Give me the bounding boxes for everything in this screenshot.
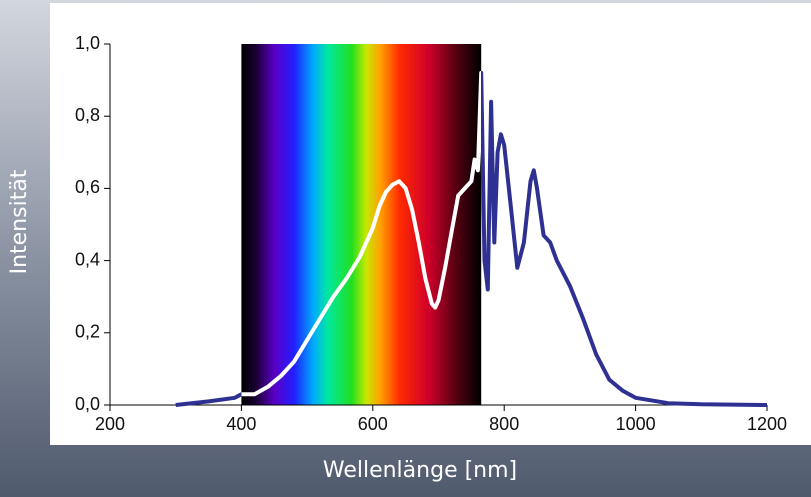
y-tick-label: 0,4	[75, 249, 100, 269]
x-tick-label: 200	[95, 414, 125, 434]
x-tick-label: 800	[489, 414, 519, 434]
y-tick-label: 0,6	[75, 177, 100, 197]
x-axis-title: Wellenlänge [nm]	[323, 458, 517, 483]
spectrum-line	[175, 70, 768, 407]
y-tick-label: 0,0	[75, 394, 100, 414]
y-tick-label: 0,2	[75, 322, 100, 342]
x-tick-label: 1000	[616, 414, 656, 434]
x-tick-label: 400	[226, 414, 256, 434]
y-tick-label: 0,8	[75, 105, 100, 125]
x-tick-label: 600	[358, 414, 388, 434]
y-axis-title: Intensität	[7, 169, 32, 274]
x-tick-label: 1200	[747, 414, 787, 434]
y-tick-label: 1,0	[75, 33, 100, 53]
spectrum-band	[241, 44, 482, 405]
